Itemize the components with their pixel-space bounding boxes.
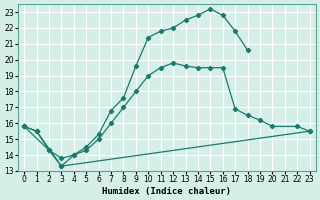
X-axis label: Humidex (Indice chaleur): Humidex (Indice chaleur): [102, 187, 231, 196]
